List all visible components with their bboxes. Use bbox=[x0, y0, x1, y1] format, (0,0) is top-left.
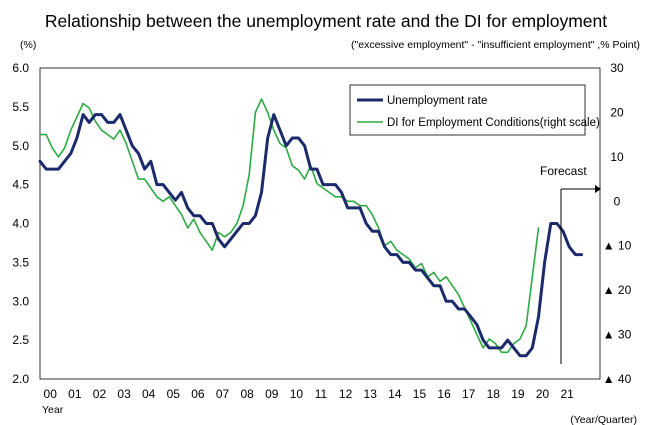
x-tick-label: 05 bbox=[167, 387, 181, 401]
x-tick-label: 12 bbox=[339, 387, 353, 401]
x-tick-label: 21 bbox=[560, 387, 574, 401]
legend-box bbox=[349, 84, 586, 136]
x-axis-label-year-quarter: (Year/Quarter) bbox=[570, 414, 637, 425]
right-tick-label: ▲ 20 bbox=[603, 283, 632, 297]
left-tick-label: 3.5 bbox=[12, 255, 29, 269]
left-tick-label: 5.0 bbox=[12, 139, 29, 153]
x-tick-label: 00 bbox=[44, 387, 58, 401]
left-tick-label: 4.5 bbox=[12, 178, 29, 192]
right-axis: 30 20 10 0 ▲ 10 ▲ 20 ▲ 30 ▲ 40 bbox=[603, 61, 632, 386]
right-tick-label: ▲ 30 bbox=[603, 328, 632, 342]
x-tick-label: 06 bbox=[191, 387, 205, 401]
right-tick-label: 10 bbox=[610, 150, 624, 164]
forecast-label: Forecast bbox=[540, 164, 587, 178]
x-tick-label: 02 bbox=[93, 387, 107, 401]
x-tick-label: 13 bbox=[364, 387, 378, 401]
right-tick-label: ▲ 40 bbox=[603, 372, 632, 386]
series-line-unemployment-rate bbox=[38, 113, 583, 358]
right-tick-label: ▲ 10 bbox=[603, 239, 632, 253]
forecast-marker: Forecast bbox=[540, 164, 601, 364]
right-tick-label: 30 bbox=[610, 61, 624, 75]
x-tick-label: 04 bbox=[142, 387, 156, 401]
x-axis: 00 01 02 03 04 05 06 07 08 09 10 11 12 13 14 15 16 17 18 19… bbox=[44, 387, 575, 401]
x-tick-label: 15 bbox=[413, 387, 427, 401]
legend: Unemployment rate DI for Employment Cond… bbox=[349, 84, 600, 136]
forecast-arrow-head-icon bbox=[595, 185, 601, 193]
left-tick-label: 2.0 bbox=[12, 372, 29, 386]
x-tick-label: 11 bbox=[315, 387, 328, 401]
left-tick-label: 4.0 bbox=[12, 217, 29, 231]
left-tick-label: 3.0 bbox=[12, 294, 29, 308]
right-tick-label: 20 bbox=[610, 105, 624, 119]
x-tick-label: 08 bbox=[240, 387, 254, 401]
legend-label-unemployment: Unemployment rate bbox=[387, 95, 487, 107]
x-tick-label: 01 bbox=[68, 387, 82, 401]
right-tick-label: 0 bbox=[614, 194, 621, 208]
chart-title: Relationship between the unemployment ra… bbox=[45, 11, 607, 31]
left-tick-label: 2.5 bbox=[12, 333, 29, 347]
left-axis: 2.0 2.5 3.0 3.5 4.0 4.5 5.0 5.5 6.0 bbox=[12, 61, 29, 386]
x-tick-label: 14 bbox=[388, 387, 402, 401]
left-tick-label: 5.5 bbox=[12, 100, 29, 114]
x-tick-label: 19 bbox=[511, 387, 525, 401]
x-tick-label: 03 bbox=[117, 387, 131, 401]
x-tick-label: 16 bbox=[437, 387, 451, 401]
x-tick-label: 18 bbox=[487, 387, 501, 401]
x-tick-label: 10 bbox=[290, 387, 304, 401]
left-tick-label: 6.0 bbox=[12, 61, 29, 75]
x-tick-label: 07 bbox=[216, 387, 230, 401]
plot-area-frame bbox=[39, 67, 601, 380]
x-tick-label: 09 bbox=[265, 387, 279, 401]
x-tick-label: 20 bbox=[536, 387, 550, 401]
series-line-di-employment bbox=[39, 98, 540, 354]
x-tick-label: 17 bbox=[462, 387, 476, 401]
legend-label-di: DI for Employment Conditions(right scale… bbox=[387, 117, 600, 129]
x-axis-label-year: Year bbox=[42, 404, 64, 416]
left-axis-unit: (%) bbox=[20, 39, 36, 51]
right-axis-unit: ("excessive employment" - "insufficient … bbox=[351, 39, 640, 51]
series-group bbox=[38, 98, 583, 358]
